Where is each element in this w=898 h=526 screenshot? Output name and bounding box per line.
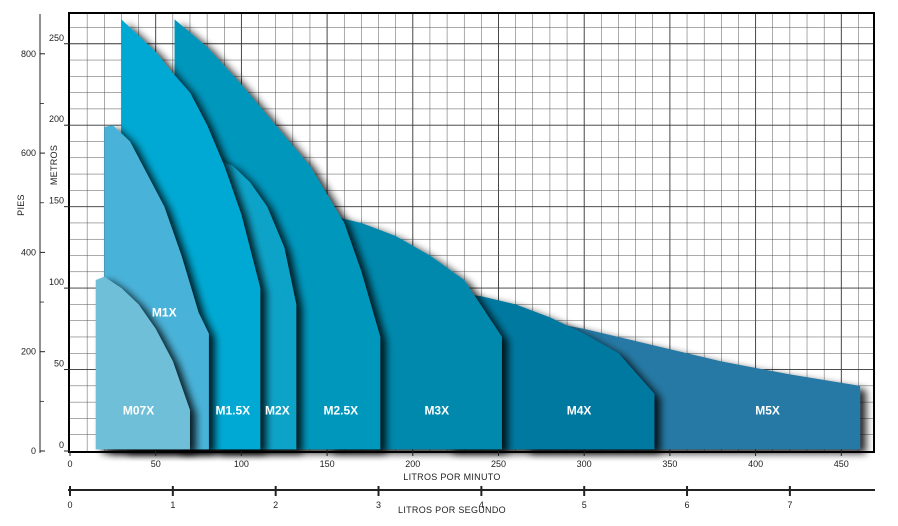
x2-tick-label: 0 (67, 500, 72, 510)
region-label-m4x: M4X (567, 403, 592, 417)
metros-tick-label: 0 (59, 440, 64, 450)
region-label-m5x: M5X (755, 403, 780, 417)
x-tick-label: 350 (662, 459, 677, 469)
metros-tick-label: 250 (49, 33, 64, 43)
pies-axis-ticks: 0 200 400 600 800 (21, 49, 45, 456)
x-tick-label: 450 (834, 459, 849, 469)
x2-tick-label: 1 (170, 500, 175, 510)
region-label-m1-5x: M1.5X (215, 403, 250, 417)
x2-tick-label: 6 (685, 500, 690, 510)
pies-tick-label: 800 (21, 49, 36, 59)
metros-axis-title: METROS (49, 145, 59, 185)
region-label-m1x: M1X (152, 306, 177, 320)
pies-tick-label: 0 (31, 446, 36, 456)
metros-tick-label: 150 (49, 196, 64, 206)
x2-tick-label: 3 (376, 500, 381, 510)
x2-tick-label: 2 (273, 500, 278, 510)
metros-tick-label: 200 (49, 114, 64, 124)
region-label-m2x: M2X (265, 403, 290, 417)
x2-axis-title: LITROS POR SEGUNDO (398, 505, 506, 515)
metros-tick-label: 50 (54, 359, 64, 369)
x-tick-label: 0 (67, 459, 72, 469)
pies-tick-label: 200 (21, 347, 36, 357)
x-axis-title: LITROS POR MINUTO (403, 472, 500, 482)
metros-tick-label: 100 (49, 277, 64, 287)
x2-tick-label: 5 (582, 500, 587, 510)
region-label-m3x: M3X (424, 403, 449, 417)
x-tick-label: 50 (151, 459, 161, 469)
region-labels: M07X M1X M1.5X M2X M2.5X M3X M4X M5X (123, 306, 780, 418)
region-label-m07x: M07X (123, 403, 154, 417)
pump-regions (95, 19, 861, 450)
x-axis-ticks: 0 50 100 150 200 250 300 350 400 450 (67, 451, 849, 469)
x-tick-label: 300 (577, 459, 592, 469)
region-label-m2-5x: M2.5X (323, 403, 358, 417)
x-tick-label: 250 (491, 459, 506, 469)
region-m07x (95, 276, 190, 450)
x-tick-label: 100 (234, 459, 249, 469)
pies-axis-title: PIES (16, 194, 26, 216)
x2-tick-label: 7 (787, 500, 792, 510)
metros-axis-ticks: 0 50 100 150 200 250 (49, 33, 70, 452)
x2-tick-label: 4 (479, 500, 484, 510)
pies-tick-label: 600 (21, 148, 36, 158)
pies-tick-label: 400 (21, 247, 36, 257)
x-tick-label: 400 (748, 459, 763, 469)
x-tick-label: 150 (320, 459, 335, 469)
x-tick-label: 200 (405, 459, 420, 469)
x2-axis-ticks: 0 1 2 3 4 5 6 7 (67, 486, 792, 510)
